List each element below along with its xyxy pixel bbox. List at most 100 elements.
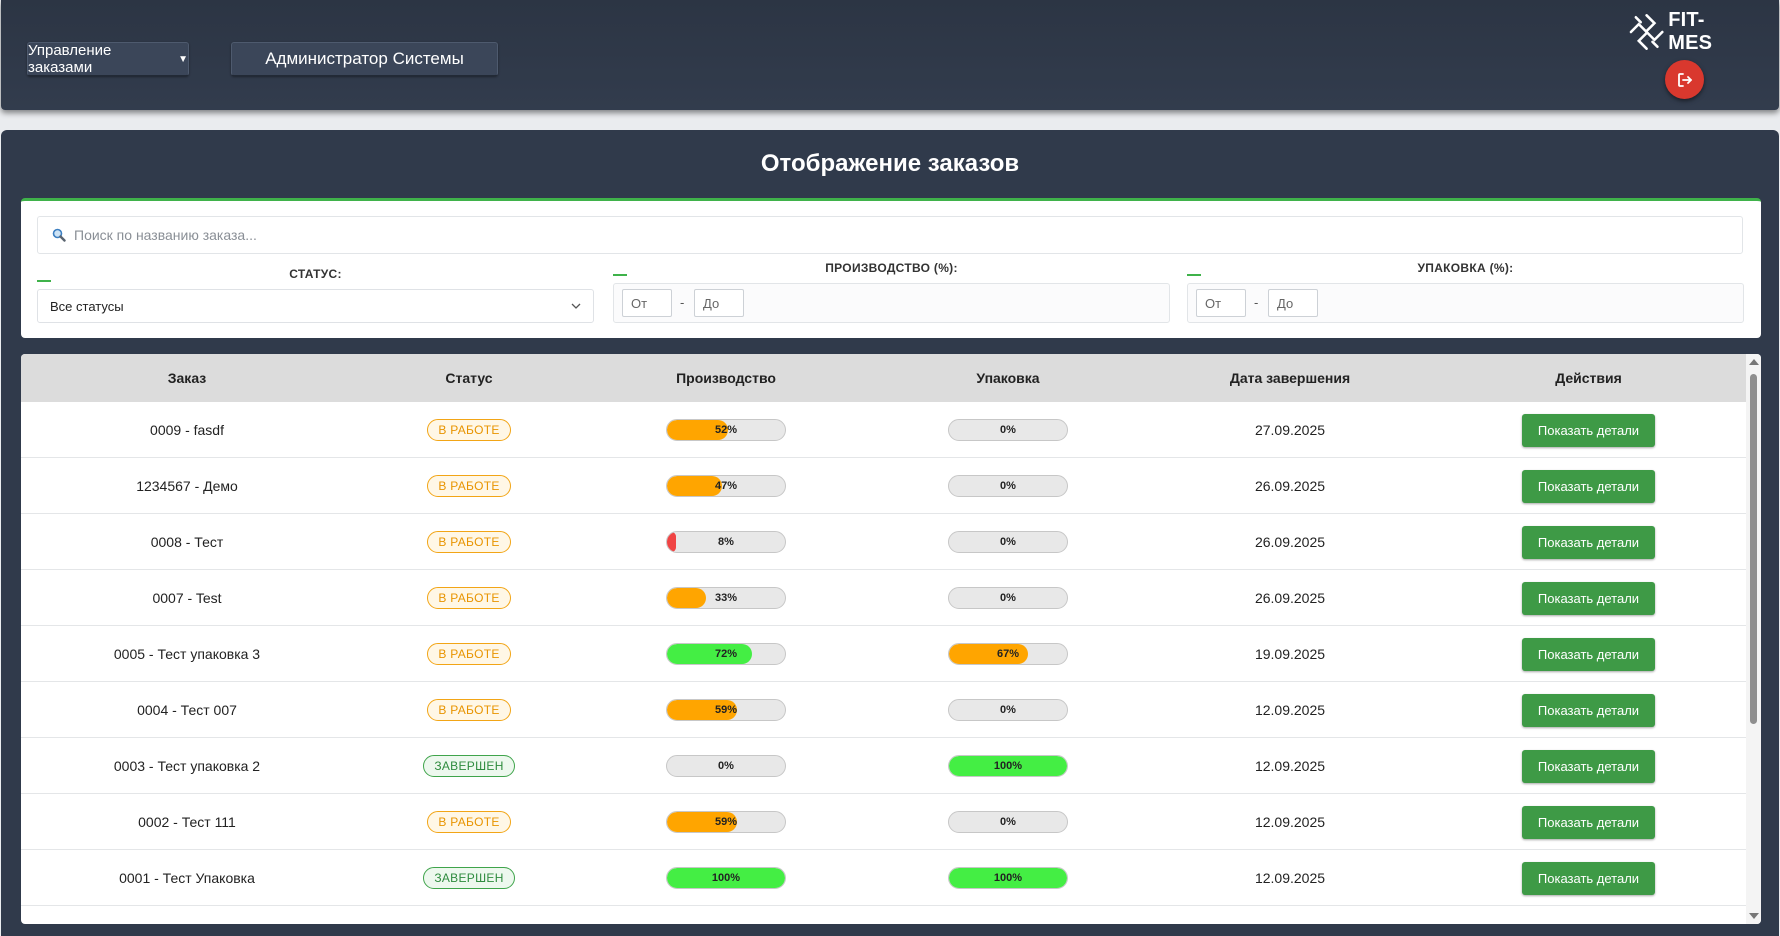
production-progress-bar-label: 47% [714, 480, 738, 492]
top-navigation-bar: Управление заказами ▼ Администратор Сист… [1, 0, 1779, 110]
order-name: 0007 - Test [152, 590, 222, 606]
production-progress-bar-label: 59% [714, 816, 738, 828]
show-details-button[interactable]: Показать детали [1521, 413, 1656, 447]
production-progress-bar: 100% [666, 867, 786, 889]
status-cell: В РАБОТЕ [353, 626, 585, 682]
production-progress-bar-label: 33% [714, 592, 738, 604]
actions-cell: Показать детали [1431, 570, 1746, 626]
table-row: 0001 - Тест Упаковка ЗАВЕРШЕН 100% 100% 12.0… [21, 850, 1746, 906]
show-details-button[interactable]: Показать детали [1521, 805, 1656, 839]
packing-progress-bar-fill [949, 868, 1067, 888]
production-range-separator: - [680, 295, 685, 310]
show-details-button[interactable]: Показать детали [1521, 693, 1656, 727]
actions-cell: Показать детали [1431, 514, 1746, 570]
status-label-accent [37, 280, 51, 282]
packing-progress-bar-fill [949, 644, 1029, 664]
production-progress-bar-fill [667, 812, 737, 832]
show-details-button[interactable]: Показать детали [1521, 861, 1656, 895]
production-progress-bar-fill [667, 588, 706, 608]
production-from-input[interactable]: От [622, 289, 672, 317]
completion-date-cell: 12.09.2025 [1149, 850, 1431, 906]
actions-cell: Показать детали [1431, 794, 1746, 850]
admin-user-button[interactable]: Администратор Системы [231, 42, 498, 76]
show-details-button[interactable]: Показать детали [1521, 637, 1656, 671]
show-details-button[interactable]: Показать детали [1521, 581, 1656, 615]
table-row: 0008 - Тест В РАБОТЕ 8% 0% 26.09.2025 Показат… [21, 514, 1746, 570]
production-filter-label: ПРОИЗВОДСТВО (%): [825, 261, 958, 275]
scrollbar-thumb[interactable] [1750, 374, 1757, 724]
order-name-cell: 0004 - Тест 007 [21, 682, 353, 738]
completion-date: 27.09.2025 [1254, 422, 1326, 438]
orders-management-menu-button[interactable]: Управление заказами ▼ [27, 42, 189, 76]
packing-cell: 0% [867, 682, 1149, 738]
packing-cell: 0% [867, 458, 1149, 514]
table-scrollbar[interactable] [1746, 354, 1761, 924]
packing-progress-bar: 67% [948, 643, 1068, 665]
table-row: 0003 - Тест упаковка 2 ЗАВЕРШЕН 0% 100% 12.0… [21, 738, 1746, 794]
order-name-cell: 0007 - Test [21, 570, 353, 626]
completion-date-cell: 27.09.2025 [1149, 402, 1431, 458]
column-header-completion-date: Дата завершения [1229, 370, 1351, 386]
production-cell: 0% [585, 738, 867, 794]
completion-date: 26.09.2025 [1254, 534, 1326, 550]
completion-date-cell: 12.09.2025 [1149, 738, 1431, 794]
logout-button[interactable] [1665, 60, 1704, 99]
search-icon [52, 228, 66, 242]
column-header-order: Заказ [167, 370, 207, 386]
completion-date: 12.09.2025 [1254, 758, 1326, 774]
status-badge: В РАБОТЕ [427, 811, 511, 833]
actions-cell: Показать детали [1431, 402, 1746, 458]
completion-date-cell: 19.09.2025 [1149, 626, 1431, 682]
order-name: 0001 - Тест Упаковка [119, 870, 255, 886]
completion-date: 26.09.2025 [1254, 590, 1326, 606]
packing-cell: 100% [867, 738, 1149, 794]
production-cell: 52% [585, 402, 867, 458]
packing-progress-bar: 0% [948, 531, 1068, 553]
production-cell: 8% [585, 514, 867, 570]
show-details-button[interactable]: Показать детали [1521, 469, 1656, 503]
packing-filter-label: УПАКОВКА (%): [1417, 261, 1514, 275]
production-progress-bar-label: 100% [711, 872, 741, 884]
completion-date: 12.09.2025 [1254, 870, 1326, 886]
status-cell: В РАБОТЕ [353, 682, 585, 738]
packing-progress-bar-label: 0% [1000, 592, 1016, 604]
show-details-button[interactable]: Показать детали [1521, 749, 1656, 783]
status-select[interactable]: Все статусы [37, 289, 594, 323]
status-filter-label: СТАТУС: [289, 267, 342, 281]
production-to-input[interactable]: До [694, 289, 744, 317]
search-field[interactable] [37, 216, 1743, 254]
packing-to-input[interactable]: До [1268, 289, 1318, 317]
status-badge: В РАБОТЕ [427, 475, 511, 497]
scroll-down-arrow-icon[interactable] [1749, 913, 1759, 919]
packing-progress-bar-label: 0% [1000, 704, 1016, 716]
actions-cell: Показать детали [1431, 626, 1746, 682]
order-name-cell: 0008 - Тест [21, 514, 353, 570]
actions-cell: Показать детали [1431, 458, 1746, 514]
packing-progress-bar: 0% [948, 699, 1068, 721]
chevron-down-icon [571, 303, 581, 309]
actions-cell: Показать детали [1431, 738, 1746, 794]
production-cell: 59% [585, 794, 867, 850]
status-cell: В РАБОТЕ [353, 570, 585, 626]
production-progress-bar-label: 0% [718, 760, 734, 772]
page-title: Отображение заказов [760, 150, 1020, 177]
packing-progress-bar-fill [949, 756, 1067, 776]
packing-label-accent [1187, 274, 1201, 276]
order-name-cell: 0002 - Тест 111 [21, 794, 353, 850]
status-badge: В РАБОТЕ [427, 531, 511, 553]
orders-view-panel: Отображение заказов СТАТУС: Все статусы … [1, 130, 1779, 936]
status-cell: В РАБОТЕ [353, 514, 585, 570]
packing-cell: 100% [867, 850, 1149, 906]
packing-cell: 0% [867, 514, 1149, 570]
search-input[interactable] [74, 227, 1595, 243]
scroll-up-arrow-icon[interactable] [1749, 359, 1759, 365]
column-header-status: Статус [445, 370, 493, 386]
production-progress-bar-fill [667, 700, 737, 720]
completion-date: 26.09.2025 [1254, 478, 1326, 494]
order-name-cell: 0009 - fasdf [21, 402, 353, 458]
order-name-cell: 0005 - Тест упаковка 3 [21, 626, 353, 682]
packing-from-input[interactable]: От [1196, 289, 1246, 317]
packing-progress-bar-label: 0% [1000, 816, 1016, 828]
show-details-button[interactable]: Показать детали [1521, 525, 1656, 559]
status-badge: В РАБОТЕ [427, 419, 511, 441]
